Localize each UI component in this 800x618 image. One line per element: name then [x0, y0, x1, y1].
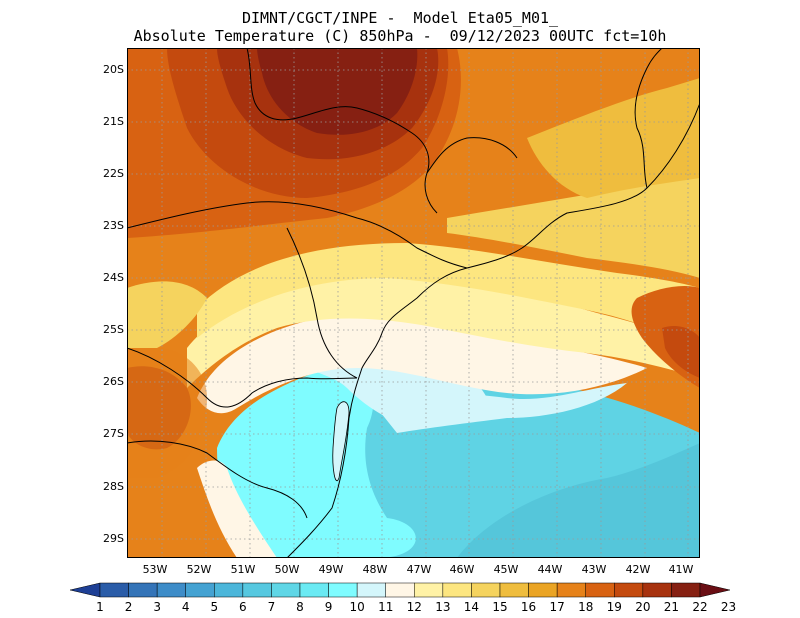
colorbar-swatch: [585, 582, 615, 598]
colorbar-tick-label: 20: [635, 600, 651, 614]
lon-label: 46W: [449, 563, 475, 576]
colorbar-tick-label: 2: [124, 600, 133, 614]
colorbar-swatch: [99, 582, 129, 598]
band-cream-south: [197, 460, 277, 558]
colorbar-tick-label: 9: [324, 600, 333, 614]
band-gold-3: [527, 78, 700, 198]
lon-label: 48W: [362, 563, 388, 576]
band-gold: [127, 281, 207, 348]
state-border-5: [127, 440, 308, 519]
state-border-4: [127, 347, 358, 408]
lat-label: 22S: [103, 167, 124, 180]
chart-title-line-1: DIMNT/CGCT/INPE - Model Eta05_M01_: [241, 9, 559, 27]
state-border-3: [286, 227, 358, 379]
colorbar-swatch: [271, 582, 301, 598]
band-cream: [197, 313, 647, 414]
colorbar-tick-label: 8: [296, 600, 304, 614]
colorbar-tick-label: 11: [378, 600, 394, 614]
state-border-6: [426, 137, 518, 174]
colorbar-tick-label: 15: [492, 600, 508, 614]
colorbar-swatch: [642, 582, 672, 598]
lon-label: 49W: [318, 563, 344, 576]
lat-label: 24S: [103, 271, 124, 284]
colorbar-swatch: [242, 582, 272, 598]
colorbar-swatch: [328, 582, 358, 598]
lat-label: 27S: [103, 427, 124, 440]
colorbar: [70, 582, 730, 598]
colorbar-tick-label: 18: [578, 600, 594, 614]
lon-label: 42W: [625, 563, 651, 576]
colorbar-swatch: [214, 582, 244, 598]
colorbar-swatch: [671, 582, 701, 598]
band-gold-2: [447, 173, 700, 278]
lon-label: 43W: [581, 563, 607, 576]
colorbar-min-arrow: [70, 582, 101, 598]
lat-label: 21S: [103, 115, 124, 128]
lat-label: 29S: [103, 532, 124, 545]
colorbar-swatch: [499, 582, 529, 598]
map-grid: [127, 48, 700, 558]
colorbar-swatch: [556, 582, 586, 598]
colorbar-tick-label: 14: [463, 600, 480, 614]
coastal-lagoon: [332, 401, 350, 481]
coastline: [286, 102, 700, 558]
colorbar-swatch: [128, 582, 158, 598]
band-yellow: [197, 243, 700, 348]
colorbar-tick-label: 13: [435, 600, 451, 614]
colorbar-swatch: [414, 582, 444, 598]
band-maroon: [257, 48, 418, 135]
band-pale-blue-2: [377, 383, 627, 433]
colorbar-tick-label: 1: [96, 600, 104, 614]
lon-label: 47W: [406, 563, 432, 576]
map-frame: [127, 48, 700, 558]
colorbar-tick-label: 17: [549, 600, 565, 614]
lat-label: 26S: [103, 375, 124, 388]
colorbar-swatch: [442, 582, 472, 598]
lon-label: 44W: [537, 563, 563, 576]
lon-label: 53W: [142, 563, 168, 576]
colorbar-tick-label: 6: [239, 600, 247, 614]
lon-label: 41W: [668, 563, 694, 576]
colorbar-tick-label: 5: [210, 600, 219, 614]
temperature-map: [127, 48, 700, 558]
lon-label: 50W: [274, 563, 300, 576]
band-ocean-deep: [457, 443, 700, 558]
lat-label: 25S: [103, 323, 124, 336]
chart-title-line-2: Absolute Temperature (C) 850hPa - 09/12/…: [133, 27, 667, 45]
colorbar-tick-label: 22: [692, 600, 708, 614]
colorbar-swatch: [614, 582, 644, 598]
colorbar-tick-label: 10: [349, 600, 365, 614]
political-borders: [127, 48, 700, 558]
colorbar-swatch: [471, 582, 501, 598]
colorbar-swatch: [299, 582, 329, 598]
colorbar-tick-label: 23: [720, 600, 737, 614]
lon-label: 52W: [186, 563, 212, 576]
band-east-dark: [662, 326, 700, 378]
colorbar-swatch: [356, 582, 386, 598]
state-border-7: [634, 48, 663, 189]
colorbar-tick-label: 3: [153, 600, 161, 614]
lon-label: 51W: [230, 563, 256, 576]
colorbar-tick-label: 12: [406, 600, 422, 614]
colorbar-tick-label: 16: [520, 600, 537, 614]
state-border-1: [127, 201, 468, 269]
lat-label: 23S: [103, 219, 124, 232]
colorbar-tick-label: 4: [181, 600, 190, 614]
band-pale-yellow: [187, 273, 700, 388]
colorbar-swatch: [528, 582, 558, 598]
lat-label: 20S: [103, 63, 124, 76]
band-light-cyan: [217, 358, 416, 558]
colorbar-tick-label: 19: [606, 600, 622, 614]
colorbar-tick-label: 21: [663, 600, 680, 614]
map-canvas: [127, 48, 700, 558]
colorbar-max-arrow: [699, 582, 730, 598]
colorbar-swatch: [185, 582, 215, 598]
colorbar-tick-label: 7: [267, 600, 276, 614]
lon-label: 45W: [493, 563, 519, 576]
colorbar-swatch: [385, 582, 415, 598]
colorbar-swatch: [156, 582, 186, 598]
lat-label: 28S: [103, 480, 124, 493]
